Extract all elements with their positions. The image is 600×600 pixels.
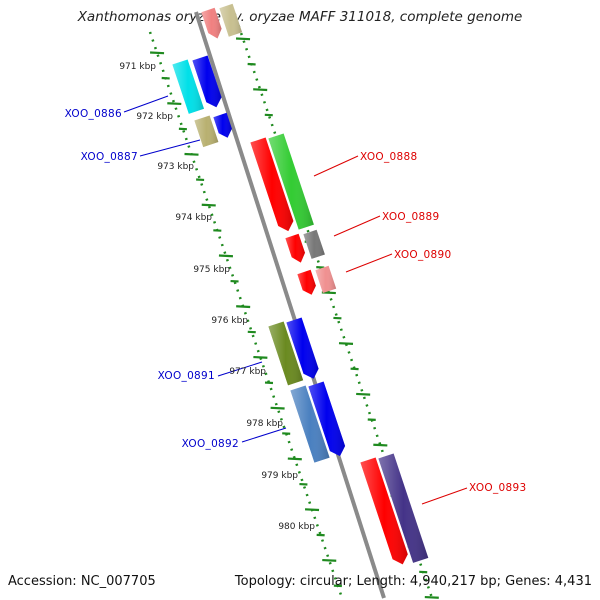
left-scale-tick (184, 152, 199, 156)
left-scale-tick (287, 457, 302, 461)
right-scale-tick (356, 392, 371, 396)
gene-arrow-xoo-0893-shade (378, 453, 429, 563)
gene-label-xoo-0886[interactable]: XOO_0886 (65, 108, 122, 120)
genome-backbone (194, 11, 386, 599)
gene-label-xoo-0888[interactable]: XOO_0888 (360, 151, 417, 163)
left-scale-tick (253, 355, 268, 359)
leader-xoo-0892 (241, 427, 287, 443)
scale-label-975: 975 kbp (193, 265, 230, 275)
right-scale-tick (253, 88, 268, 92)
gene-arrow-red-a-shade (250, 137, 294, 232)
leader-xoo-0888 (313, 155, 359, 177)
left-scale-tick (201, 203, 216, 207)
gene-label-xoo-0891[interactable]: XOO_0891 (158, 370, 215, 382)
left-scale-tick (270, 406, 285, 410)
gene-arrow-xoo-0887-shade (213, 112, 232, 138)
gene-arrow-xoo-0892-shade (290, 385, 330, 463)
right-scale-tick (338, 342, 354, 345)
scale-label-980: 980 kbp (278, 522, 315, 532)
gene-arrow-blue-b-shade (308, 381, 346, 457)
scale-label-974: 974 kbp (175, 213, 212, 223)
gene-label-xoo-0890[interactable]: XOO_0890 (394, 249, 451, 261)
accession-text: Accession: NC_007705 (8, 574, 156, 589)
gene-arrow-top-red-shade (201, 7, 222, 39)
right-scale-tick (235, 37, 251, 41)
scale-label-978: 978 kbp (246, 419, 283, 429)
genome-title: Xanthomonas oryzae pv. oryzae MAFF 31101… (77, 9, 523, 25)
leader-xoo-0890 (345, 253, 393, 273)
leader-xoo-0887 (139, 139, 201, 157)
scale-label-971: 971 kbp (119, 62, 156, 72)
leader-xoo-0893 (421, 487, 468, 505)
left-scale-tick (150, 51, 165, 55)
gene-arrow-blue-a-shade (286, 317, 319, 379)
gene-arrow-xoo-0891-shade (268, 321, 304, 386)
leader-xoo-0889 (333, 215, 381, 237)
gene-arrow-xoo-0889-shade (303, 229, 325, 259)
left-scale-tick (167, 102, 182, 106)
scale-label-979: 979 kbp (261, 471, 298, 481)
scale-label-972: 972 kbp (136, 112, 173, 122)
gene-arrow-khaki-shade (194, 115, 219, 148)
leader-xoo-0886 (123, 95, 169, 113)
gene-arrow-top-khaki-shade (219, 3, 243, 37)
gene-arrow-xoo-0886-shade (192, 55, 222, 108)
left-scale-tick (236, 305, 251, 309)
right-scale-tick (373, 443, 388, 447)
gene-arrow-xoo-0888-shade (268, 133, 314, 230)
right-scale-tick (424, 595, 439, 599)
left-scale-tick (218, 254, 233, 258)
gene-arrow-xoo-0889-red-shade (285, 233, 305, 263)
gene-label-xoo-0887[interactable]: XOO_0887 (81, 151, 138, 163)
topology-text: Topology: circular; Length: 4,940,217 bp… (234, 574, 592, 589)
gene-label-xoo-0892[interactable]: XOO_0892 (182, 438, 239, 450)
gene-label-xoo-0893[interactable]: XOO_0893 (469, 482, 526, 494)
left-scale-tick (304, 508, 320, 512)
leader-xoo-0891 (217, 361, 263, 377)
gene-arrow-red-b-shade (360, 457, 408, 565)
left-scale-tick (322, 558, 337, 562)
gene-arrow-xoo-0890-shade (315, 265, 337, 293)
gene-arrow-cyan-shade (172, 59, 204, 114)
gene-arrow-xoo-0890-red-shade (297, 269, 316, 295)
scale-label-973: 973 kbp (157, 162, 194, 172)
scale-label-976: 976 kbp (211, 316, 248, 326)
left-scale-track (148, 31, 344, 599)
gene-label-xoo-0889[interactable]: XOO_0889 (382, 211, 439, 223)
scale-label-977: 977 kbp (229, 367, 266, 377)
